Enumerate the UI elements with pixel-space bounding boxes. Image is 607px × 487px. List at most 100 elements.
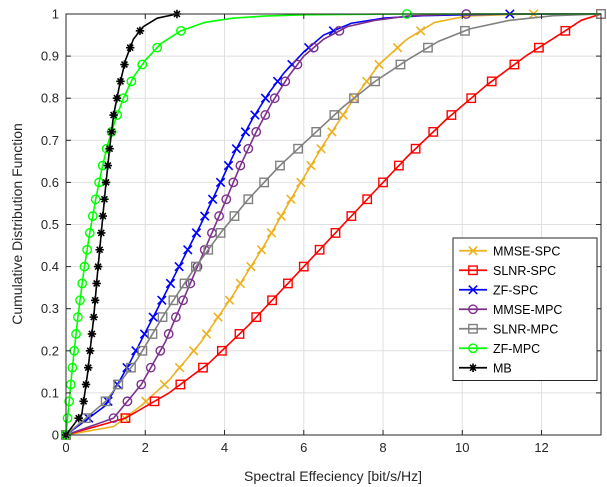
x-tick-label: 2 [142,440,149,455]
data-point [334,25,345,36]
data-point [370,76,381,87]
data-point [213,312,223,322]
data-point [92,279,101,288]
data-point [231,143,242,154]
legend-label: MMSE-SPC [493,244,560,258]
data-point [283,278,293,289]
data-point [446,110,457,120]
data-point [466,93,477,104]
data-point [120,413,131,424]
data-point [64,396,75,407]
data-point [190,261,201,272]
data-point [65,379,76,390]
data-point [168,295,179,306]
legend-marker [468,363,478,372]
data-point [85,346,95,355]
data-point [234,329,245,339]
data-point [308,42,319,53]
x-tick-label: 10 [455,440,469,455]
data-point [338,110,348,120]
legend-item: ZF-SPC [459,283,538,297]
data-point [126,362,136,373]
y-tick-label: 0.4 [41,259,59,274]
data-point [87,329,97,339]
legend-item: MMSE-MPC [459,303,562,317]
data-point [82,244,93,255]
data-point [108,413,119,424]
data-point [136,379,147,390]
data-point [316,143,326,154]
x-tick-label: 8 [379,440,386,455]
data-point [109,110,118,120]
data-point [486,76,497,87]
data-point [191,228,202,238]
data-point [330,228,341,238]
data-point [139,329,150,339]
data-point [126,43,135,52]
data-point [286,194,296,205]
data-point [392,42,403,53]
data-point [175,379,186,390]
data-point [215,177,226,188]
y-tick-label: 1 [52,7,59,22]
legend-item: MMSE-SPC [459,244,560,258]
legend: MMSE-SPC SLNR-SPC ZF-SPC MMSE-MPC SLNR-MPC ZF… [452,237,598,381]
data-point [137,345,148,356]
data-point [90,296,100,305]
data-point [79,397,88,406]
data-point [251,126,262,137]
legend-marker [468,284,478,295]
data-point [170,312,181,323]
data-point [415,26,426,36]
data-point [135,26,145,36]
legend-label: ZF-SPC [493,283,538,297]
data-point [250,110,260,120]
data-point [98,211,108,221]
data-point [198,362,208,373]
data-point [243,194,254,205]
data-point [83,413,94,423]
data-point [147,329,158,339]
data-point [346,211,357,221]
data-point [243,143,254,154]
data-point [97,228,106,238]
data-point [269,93,280,104]
data-point [176,25,186,36]
legend-marker [468,245,478,256]
data-point [103,161,113,170]
data-point [229,211,240,221]
legend-item: SLNR-MPC [459,322,558,336]
data-point [163,329,174,339]
data-point [126,76,137,87]
data-point [165,278,176,289]
data-point [349,93,359,104]
data-point [201,329,212,339]
data-point [410,143,421,154]
data-point [362,194,373,205]
data-point [293,143,304,154]
y-tick-label: 0.1 [41,385,59,400]
data-point [159,379,170,390]
data-point [185,278,196,289]
data-point [89,312,98,322]
data-point [534,42,544,53]
data-point [314,244,325,255]
y-tick-label: 0.7 [41,133,59,148]
data-point [280,76,291,87]
series-line [65,13,602,436]
data-point [62,413,73,424]
legend-label: SLNR-MPC [493,322,558,336]
data-point [296,177,306,188]
legend-item: MB [459,361,512,375]
data-point [84,363,93,372]
data-point [74,413,83,423]
y-tick-label: 0.5 [41,217,59,232]
data-point [221,194,232,205]
x-tick-label: 6 [300,440,307,455]
axes: 0 2 4 6 8 10 12 0 0.1 0.2 0.3 0.4 0.5 0.6 0.7 0.8 0.9 1 [41,7,601,455]
data-point [84,228,95,238]
series-mb [61,9,182,440]
legend-marker [468,265,478,276]
data-point [157,295,167,306]
legend-label: ZF-MPC [493,342,540,356]
